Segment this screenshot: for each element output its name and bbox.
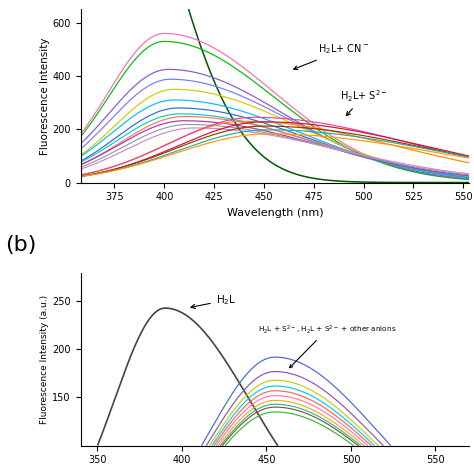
Text: H$_2$L + S$^{2-}$, H$_2$L + S$^{2-}$ + other anions: H$_2$L + S$^{2-}$, H$_2$L + S$^{2-}$ + o… <box>258 323 396 368</box>
Y-axis label: Fluorescence Intensity (a.u.): Fluorescence Intensity (a.u.) <box>40 294 49 424</box>
Text: H$_2$L+ CN$^-$: H$_2$L+ CN$^-$ <box>293 43 369 70</box>
Text: H$_2$L+ S$^{2-}$: H$_2$L+ S$^{2-}$ <box>340 88 387 116</box>
Text: (b): (b) <box>5 235 36 255</box>
Text: H$_2$L: H$_2$L <box>191 293 236 309</box>
X-axis label: Wavelength (nm): Wavelength (nm) <box>227 208 323 218</box>
Y-axis label: Fluorescence Intensity: Fluorescence Intensity <box>40 37 50 155</box>
